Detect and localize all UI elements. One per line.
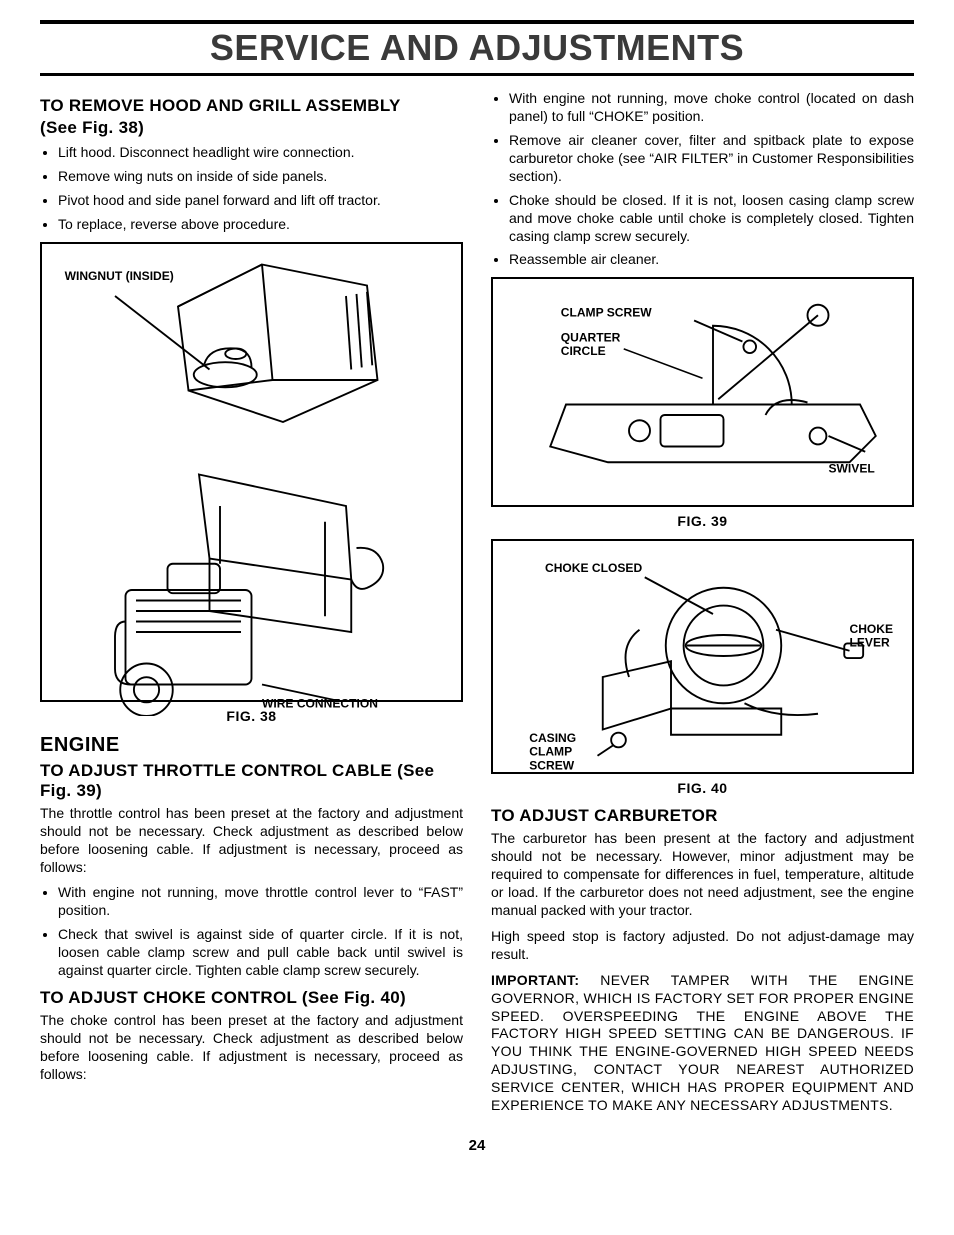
figure-39-box: CLAMP SCREW QUARTER CIRCLE SWIVEL [491,277,914,507]
figure-40-box: CHOKE CLOSED CHOKE LEVER CASING CLAMP SC… [491,539,914,774]
fig38-wire-label: WIRE CONNECTION [262,696,378,710]
engine-heading: ENGINE [40,734,463,757]
list-item: Remove wing nuts on inside of side panel… [58,168,463,186]
carburetor-body2: High speed stop is factory adjusted. Do … [491,928,914,964]
list-item: Lift hood. Disconnect headlight wire con… [58,144,463,162]
fig40-choke-closed-label: CHOKE CLOSED [545,561,642,575]
important-prefix: IMPORTANT: [491,972,600,988]
fig40-choke-lever-label2: LEVER [850,636,891,650]
throttle-bullets: With engine not running, move throttle c… [40,884,463,980]
carburetor-body1: The carburetor has been present at the f… [491,830,914,920]
fig39-clamp-label: CLAMP SCREW [561,306,653,320]
choke-heading: TO ADJUST CHOKE CONTROL (See Fig. 40) [40,988,463,1008]
hood-subheading: (See Fig. 38) [40,118,463,138]
list-item: Check that swivel is against side of qua… [58,926,463,980]
throttle-body: The throttle control has been preset at … [40,805,463,877]
right-column: With engine not running, move choke cont… [491,90,914,1123]
fig40-clamp-label: CLAMP [529,745,572,759]
left-column: TO REMOVE HOOD AND GRILL ASSEMBLY (See F… [40,90,463,1123]
list-item: Choke should be closed. If it is not, lo… [509,192,914,246]
figure-39-illustration: CLAMP SCREW QUARTER CIRCLE SWIVEL [503,289,902,510]
fig40-casing-label: CASING [529,731,576,745]
right-top-bullets: With engine not running, move choke cont… [491,90,914,269]
rule-top [40,20,914,24]
figure-40-illustration: CHOKE CLOSED CHOKE LEVER CASING CLAMP SC… [503,551,902,777]
list-item: Reassemble air cleaner. [509,251,914,269]
list-item: Remove air cleaner cover, filter and spi… [509,132,914,186]
list-item: With engine not running, move choke cont… [509,90,914,126]
hood-bullets: Lift hood. Disconnect headlight wire con… [40,144,463,234]
rule-bottom [40,73,914,76]
fig38-wingnut-label: WINGNUT (INSIDE) [65,269,174,283]
carburetor-heading: TO ADJUST CARBURETOR [491,806,914,826]
fig39-swivel-label: SWIVEL [829,462,875,476]
figure-38-illustration: WINGNUT (INSIDE) WIRE CONNECTION [52,254,451,716]
hood-heading: TO REMOVE HOOD AND GRILL ASSEMBLY [40,96,463,116]
list-item: Pivot hood and side panel forward and li… [58,192,463,210]
list-item: To replace, reverse above procedure. [58,216,463,234]
columns: TO REMOVE HOOD AND GRILL ASSEMBLY (See F… [40,90,914,1123]
figure-38-box: WINGNUT (INSIDE) WIRE CONNECTION [40,242,463,702]
important-body: NEVER TAMPER WITH THE ENGINE GOVERNOR, W… [491,972,914,1113]
fig40-choke-lever-label1: CHOKE [850,622,894,636]
fig40-caption: FIG. 40 [491,780,914,796]
fig39-caption: FIG. 39 [491,513,914,529]
manual-page: SERVICE AND ADJUSTMENTS TO REMOVE HOOD A… [0,0,954,1235]
choke-body: The choke control has been preset at the… [40,1012,463,1084]
fig39-circle-label: CIRCLE [561,344,606,358]
throttle-heading: TO ADJUST THROTTLE CONTROL CABLE (See Fi… [40,761,463,801]
fig39-quarter-label: QUARTER [561,331,621,345]
fig40-screw-label: SCREW [529,759,575,773]
important-block: IMPORTANT: NEVER TAMPER WITH THE ENGINE … [491,972,914,1115]
page-number: 24 [40,1137,914,1154]
list-item: With engine not running, move throttle c… [58,884,463,920]
page-title: SERVICE AND ADJUSTMENTS [40,26,914,69]
